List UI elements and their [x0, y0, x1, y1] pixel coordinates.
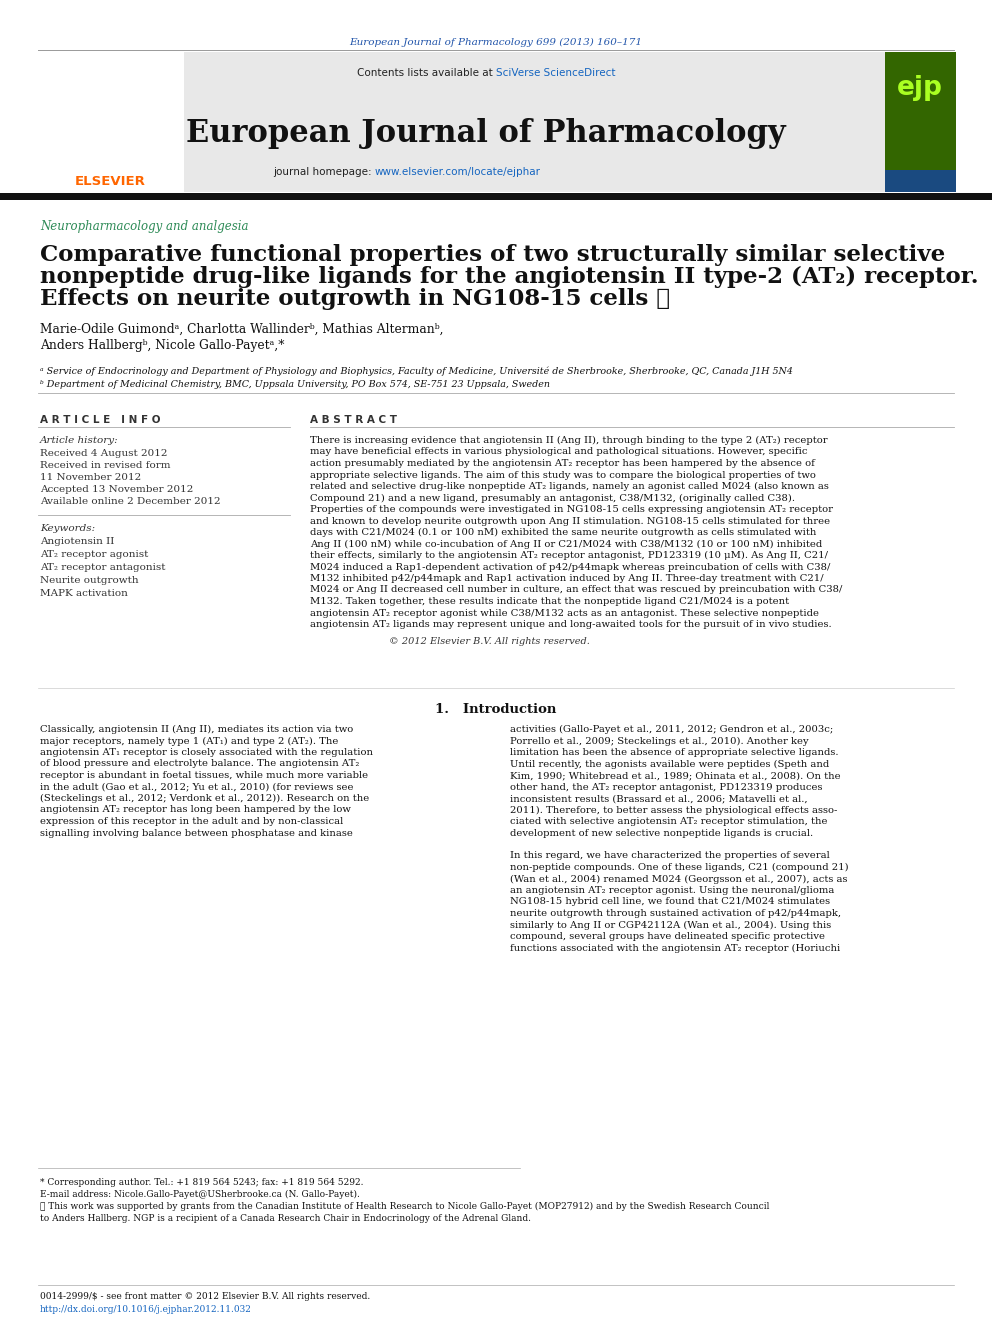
- Text: M024 induced a Rap1-dependent activation of p42/p44mapk whereas preincubation of: M024 induced a Rap1-dependent activation…: [310, 562, 830, 572]
- Text: 2011). Therefore, to better assess the physiological effects asso-: 2011). Therefore, to better assess the p…: [510, 806, 837, 815]
- Text: Until recently, the agonists available were peptides (Speth and: Until recently, the agonists available w…: [510, 759, 829, 769]
- Text: ᵃ Service of Endocrinology and Department of Physiology and Biophysics, Faculty : ᵃ Service of Endocrinology and Departmen…: [40, 366, 793, 377]
- Text: ☆ This work was supported by grants from the Canadian Institute of Health Resear: ☆ This work was supported by grants from…: [40, 1203, 770, 1211]
- Text: expression of this receptor in the adult and by non-classical: expression of this receptor in the adult…: [40, 818, 343, 826]
- Text: Compound 21) and a new ligand, presumably an antagonist, C38/M132, (originally c: Compound 21) and a new ligand, presumabl…: [310, 493, 795, 503]
- Text: Porrello et al., 2009; Steckelings et al., 2010). Another key: Porrello et al., 2009; Steckelings et al…: [510, 737, 808, 746]
- Text: 11 November 2012: 11 November 2012: [40, 474, 141, 482]
- Text: signalling involving balance between phosphatase and kinase: signalling involving balance between pho…: [40, 828, 353, 837]
- Text: M132 inhibited p42/p44mapk and Rap1 activation induced by Ang II. Three-day trea: M132 inhibited p42/p44mapk and Rap1 acti…: [310, 574, 823, 583]
- Text: related and selective drug-like nonpeptide AT₂ ligands, namely an agonist called: related and selective drug-like nonpepti…: [310, 482, 829, 491]
- Text: Ang II (100 nM) while co-incubation of Ang II or C21/M024 with C38/M132 (10 or 1: Ang II (100 nM) while co-incubation of A…: [310, 540, 822, 549]
- Text: MAPK activation: MAPK activation: [40, 589, 128, 598]
- Bar: [36, 52, 184, 192]
- Text: A R T I C L E   I N F O: A R T I C L E I N F O: [40, 415, 161, 425]
- Text: Neurite outgrowth: Neurite outgrowth: [40, 576, 139, 585]
- Text: development of new selective nonpeptide ligands is crucial.: development of new selective nonpeptide …: [510, 828, 813, 837]
- Text: ejp: ejp: [897, 75, 943, 101]
- Text: days with C21/M024 (0.1 or 100 nM) exhibited the same neurite outgrowth as cells: days with C21/M024 (0.1 or 100 nM) exhib…: [310, 528, 816, 537]
- Bar: [0, 193, 992, 200]
- Text: There is increasing evidence that angiotensin II (Ang II), through binding to th: There is increasing evidence that angiot…: [310, 437, 827, 445]
- Text: ELSEVIER: ELSEVIER: [74, 175, 146, 188]
- Text: Contents lists available at: Contents lists available at: [357, 67, 496, 78]
- Text: to Anders Hallberg. NGP is a recipient of a Canada Research Chair in Endocrinolo: to Anders Hallberg. NGP is a recipient o…: [40, 1215, 531, 1222]
- Text: AT₂ receptor antagonist: AT₂ receptor antagonist: [40, 564, 166, 572]
- Text: angiotensin AT₂ receptor has long been hampered by the low: angiotensin AT₂ receptor has long been h…: [40, 806, 351, 815]
- Text: nonpeptide drug-like ligands for the angiotensin II type-2 (AT₂) receptor.: nonpeptide drug-like ligands for the ang…: [40, 266, 979, 288]
- Text: other hand, the AT₂ receptor antagonist, PD123319 produces: other hand, the AT₂ receptor antagonist,…: [510, 782, 822, 791]
- Text: appropriate selective ligands. The aim of this study was to compare the biologic: appropriate selective ligands. The aim o…: [310, 471, 815, 479]
- Text: Effects on neurite outgrowth in NG108-15 cells ☆: Effects on neurite outgrowth in NG108-15…: [40, 288, 671, 310]
- Text: may have beneficial effects in various physiological and pathological situations: may have beneficial effects in various p…: [310, 447, 807, 456]
- Text: action presumably mediated by the angiotensin AT₂ receptor has been hampered by : action presumably mediated by the angiot…: [310, 459, 814, 468]
- Text: angiotensin AT₂ receptor agonist while C38/M132 acts as an antagonist. These sel: angiotensin AT₂ receptor agonist while C…: [310, 609, 819, 618]
- Text: ᵇ Department of Medicinal Chemistry, BMC, Uppsala University, PO Box 574, SE-751: ᵇ Department of Medicinal Chemistry, BMC…: [40, 380, 550, 389]
- Bar: [885, 169, 956, 192]
- Text: AT₂ receptor agonist: AT₂ receptor agonist: [40, 550, 149, 560]
- Text: inconsistent results (Brassard et al., 2006; Matavelli et al.,: inconsistent results (Brassard et al., 2…: [510, 794, 807, 803]
- Text: angiotensin AT₁ receptor is closely associated with the regulation: angiotensin AT₁ receptor is closely asso…: [40, 747, 373, 757]
- Text: Marie-Odile Guimondᵃ, Charlotta Wallinderᵇ, Mathias Altermanᵇ,: Marie-Odile Guimondᵃ, Charlotta Wallinde…: [40, 323, 443, 336]
- Text: non-peptide compounds. One of these ligands, C21 (compound 21): non-peptide compounds. One of these liga…: [510, 863, 848, 872]
- Text: Keywords:: Keywords:: [40, 524, 95, 533]
- Text: journal homepage:: journal homepage:: [273, 167, 375, 177]
- Text: Angiotensin II: Angiotensin II: [40, 537, 114, 546]
- Text: functions associated with the angiotensin AT₂ receptor (Horiuchi: functions associated with the angiotensi…: [510, 943, 840, 953]
- Text: their effects, similarly to the angiotensin AT₂ receptor antagonist, PD123319 (1: their effects, similarly to the angioten…: [310, 550, 828, 560]
- Text: and known to develop neurite outgrowth upon Ang II stimulation. NG108-15 cells s: and known to develop neurite outgrowth u…: [310, 516, 830, 525]
- Bar: [36, 52, 956, 192]
- Text: www.elsevier.com/locate/ejphar: www.elsevier.com/locate/ejphar: [375, 167, 541, 177]
- Text: 0014-2999/$ - see front matter © 2012 Elsevier B.V. All rights reserved.: 0014-2999/$ - see front matter © 2012 El…: [40, 1293, 370, 1301]
- Text: E-mail address: Nicole.Gallo-Payet@USherbrooke.ca (N. Gallo-Payet).: E-mail address: Nicole.Gallo-Payet@USher…: [40, 1189, 360, 1199]
- Text: (Steckelings et al., 2012; Verdonk et al., 2012)). Research on the: (Steckelings et al., 2012; Verdonk et al…: [40, 794, 369, 803]
- Text: an angiotensin AT₂ receptor agonist. Using the neuronal/glioma: an angiotensin AT₂ receptor agonist. Usi…: [510, 886, 834, 894]
- Text: Kim, 1990; Whitebread et al., 1989; Ohinata et al., 2008). On the: Kim, 1990; Whitebread et al., 1989; Ohin…: [510, 771, 840, 781]
- Text: Received in revised form: Received in revised form: [40, 460, 171, 470]
- Text: http://dx.doi.org/10.1016/j.ejphar.2012.11.032: http://dx.doi.org/10.1016/j.ejphar.2012.…: [40, 1304, 252, 1314]
- Text: Article history:: Article history:: [40, 437, 119, 445]
- Text: receptor is abundant in foetal tissues, while much more variable: receptor is abundant in foetal tissues, …: [40, 771, 368, 781]
- Text: A B S T R A C T: A B S T R A C T: [310, 415, 397, 425]
- Text: limitation has been the absence of appropriate selective ligands.: limitation has been the absence of appro…: [510, 747, 838, 757]
- Text: of blood pressure and electrolyte balance. The angiotensin AT₂: of blood pressure and electrolyte balanc…: [40, 759, 359, 769]
- Text: Received 4 August 2012: Received 4 August 2012: [40, 448, 168, 458]
- Bar: [885, 52, 956, 192]
- Text: Comparative functional properties of two structurally similar selective: Comparative functional properties of two…: [40, 243, 945, 266]
- Text: major receptors, namely type 1 (AT₁) and type 2 (AT₂). The: major receptors, namely type 1 (AT₁) and…: [40, 737, 338, 746]
- Text: Properties of the compounds were investigated in NG108-15 cells expressing angio: Properties of the compounds were investi…: [310, 505, 833, 515]
- Text: Classically, angiotensin II (Ang II), mediates its action via two: Classically, angiotensin II (Ang II), me…: [40, 725, 353, 734]
- Text: In this regard, we have characterized the properties of several: In this regard, we have characterized th…: [510, 852, 829, 860]
- Text: European Journal of Pharmacology: European Journal of Pharmacology: [186, 118, 786, 149]
- Text: SciVerse ScienceDirect: SciVerse ScienceDirect: [496, 67, 615, 78]
- Text: Accepted 13 November 2012: Accepted 13 November 2012: [40, 486, 193, 493]
- Text: © 2012 Elsevier B.V. All rights reserved.: © 2012 Elsevier B.V. All rights reserved…: [389, 636, 590, 646]
- Text: Available online 2 December 2012: Available online 2 December 2012: [40, 497, 220, 505]
- Text: (Wan et al., 2004) renamed M024 (Georgsson et al., 2007), acts as: (Wan et al., 2004) renamed M024 (Georgss…: [510, 875, 847, 884]
- Text: ciated with selective angiotensin AT₂ receptor stimulation, the: ciated with selective angiotensin AT₂ re…: [510, 818, 827, 826]
- Text: neurite outgrowth through sustained activation of p42/p44mapk,: neurite outgrowth through sustained acti…: [510, 909, 841, 918]
- Text: * Corresponding author. Tel.: +1 819 564 5243; fax: +1 819 564 5292.: * Corresponding author. Tel.: +1 819 564…: [40, 1177, 363, 1187]
- Text: European Journal of Pharmacology 699 (2013) 160–171: European Journal of Pharmacology 699 (20…: [349, 38, 643, 48]
- Text: in the adult (Gao et al., 2012; Yu et al., 2010) (for reviews see: in the adult (Gao et al., 2012; Yu et al…: [40, 782, 353, 791]
- Text: NG108-15 hybrid cell line, we found that C21/M024 stimulates: NG108-15 hybrid cell line, we found that…: [510, 897, 830, 906]
- Text: M024 or Ang II decreased cell number in culture, an effect that was rescued by p: M024 or Ang II decreased cell number in …: [310, 586, 842, 594]
- Text: angiotensin AT₂ ligands may represent unique and long-awaited tools for the purs: angiotensin AT₂ ligands may represent un…: [310, 620, 831, 628]
- Text: compound, several groups have delineated specific protective: compound, several groups have delineated…: [510, 931, 825, 941]
- Text: Neuropharmacology and analgesia: Neuropharmacology and analgesia: [40, 220, 249, 233]
- Text: 1.   Introduction: 1. Introduction: [435, 703, 557, 716]
- Text: activities (Gallo-Payet et al., 2011, 2012; Gendron et al., 2003c;: activities (Gallo-Payet et al., 2011, 20…: [510, 725, 833, 734]
- Text: M132. Taken together, these results indicate that the nonpeptide ligand C21/M024: M132. Taken together, these results indi…: [310, 597, 789, 606]
- Text: Anders Hallbergᵇ, Nicole Gallo-Payetᵃ,*: Anders Hallbergᵇ, Nicole Gallo-Payetᵃ,*: [40, 339, 285, 352]
- Text: similarly to Ang II or CGP42112A (Wan et al., 2004). Using this: similarly to Ang II or CGP42112A (Wan et…: [510, 921, 831, 930]
